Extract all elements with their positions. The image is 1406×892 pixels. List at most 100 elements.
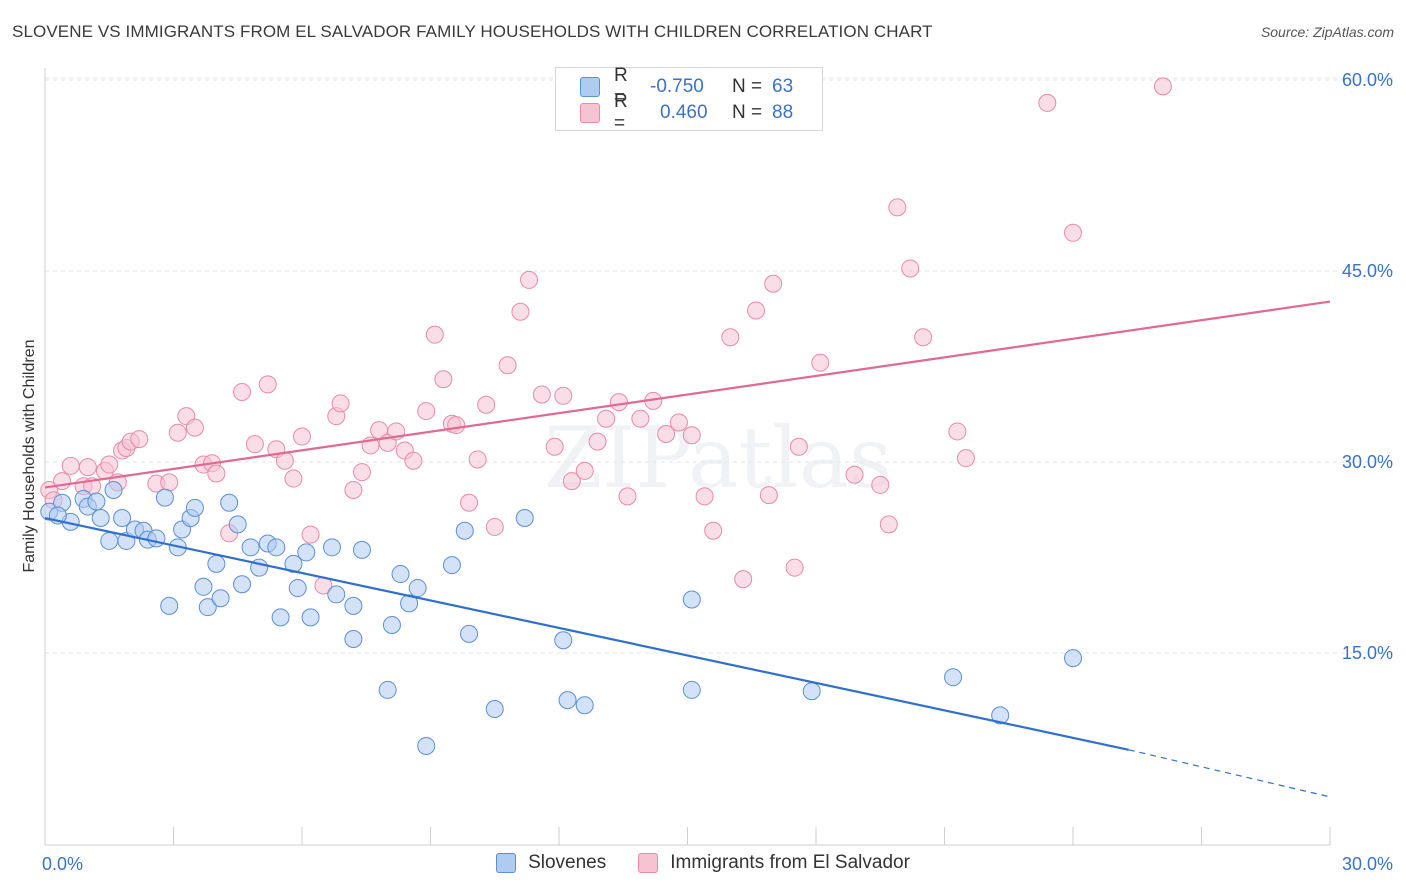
slovenes-point	[442, 556, 461, 575]
slovenes-point	[554, 631, 573, 650]
el-salvador-point	[1153, 77, 1172, 96]
el-salvador-point	[747, 301, 766, 320]
el-salvador-point	[914, 328, 933, 347]
el-salvador-swatch	[638, 853, 659, 873]
el-salvador-point	[888, 198, 907, 217]
slovenes-point	[113, 509, 132, 528]
watermark: ZIPatlas	[544, 409, 892, 507]
slovenes-point	[155, 488, 174, 507]
el-salvador-point	[695, 487, 714, 506]
el-salvador-point	[669, 413, 688, 432]
el-salvador-point	[657, 424, 676, 443]
el-salvador-point	[764, 274, 783, 293]
x-tick-label: 30.0%	[1342, 854, 1393, 874]
slovenes-point	[417, 736, 436, 755]
el-salvador-point	[759, 486, 778, 505]
el-salvador-swatch	[580, 103, 600, 123]
slovenes-trend-line	[44, 516, 1129, 751]
y-tick-label: 45.0%	[1342, 261, 1393, 281]
legend-item-el-salvador: Immigrants from El Salvador	[638, 852, 910, 874]
el-salvador-point	[811, 353, 830, 372]
legend-row-el-salvador: R = 0.460 N = 88	[580, 91, 794, 134]
legend-n-value: 88	[772, 102, 794, 123]
el-salvador-point	[704, 521, 723, 540]
slovenes-point	[575, 696, 594, 715]
el-salvador-point	[609, 393, 628, 412]
chart-title: SLOVENE VS IMMIGRANTS FROM EL SALVADOR F…	[12, 22, 933, 41]
slovenes-point	[944, 668, 963, 687]
slovenes-point	[288, 579, 307, 598]
el-salvador-point	[185, 418, 204, 437]
legend-item-slovenes: Slovenes	[496, 852, 606, 874]
slovenes-point	[297, 543, 316, 562]
el-salvador-point	[53, 472, 72, 491]
el-salvador-point	[61, 456, 80, 475]
slovenes-point	[198, 598, 217, 617]
slovenes-point	[104, 481, 123, 500]
slovenes-point	[241, 538, 260, 557]
el-salvador-point	[425, 325, 444, 344]
x-tick-label: 0.0%	[42, 854, 83, 874]
slovenes-point	[344, 629, 363, 648]
grid-lines	[45, 77, 1393, 654]
el-salvador-point	[785, 558, 804, 577]
slovenes-point	[455, 521, 474, 540]
slovenes-point	[408, 579, 427, 598]
pink-series-points	[40, 77, 1172, 595]
el-salvador-point	[207, 464, 226, 483]
el-salvador-point	[245, 435, 264, 454]
el-salvador-trend-line	[44, 300, 1331, 489]
slovenes-point	[267, 538, 286, 557]
slovenes-point	[682, 680, 701, 699]
legend-r-value: 0.460	[660, 102, 708, 123]
slovenes-point	[391, 565, 410, 584]
el-salvador-point	[879, 515, 898, 534]
slovenes-point	[382, 615, 401, 634]
tick-labels: 15.0% 30.0% 45.0% 60.0% 0.0% 30.0%	[42, 70, 1393, 874]
el-salvador-point	[520, 270, 539, 289]
y-axis-label: Family Households with Children	[21, 340, 38, 573]
el-salvador-point	[618, 487, 637, 506]
y-tick-label: 15.0%	[1342, 643, 1393, 663]
axes	[44, 68, 1331, 846]
slovenes-point	[91, 509, 110, 528]
y-tick-label: 60.0%	[1342, 70, 1393, 90]
slovenes-point	[301, 608, 320, 627]
el-salvador-point	[956, 449, 975, 468]
legend-row-slovenes: R = -0.750 N = 63	[580, 65, 794, 108]
el-salvador-point	[575, 461, 594, 480]
el-salvador-point	[845, 465, 864, 484]
legend-n-label: N =	[732, 102, 763, 123]
slovenes-point	[211, 589, 230, 608]
slovenes-point	[558, 691, 577, 710]
el-salvador-point	[498, 356, 517, 375]
el-salvador-point	[485, 517, 504, 536]
legend-item-label: Slovenes	[528, 852, 607, 873]
series-legend: Slovenes Immigrants from El Salvador	[0, 852, 1406, 874]
el-salvador-point	[901, 259, 920, 278]
el-salvador-point	[511, 302, 530, 321]
slovenes-point	[271, 608, 290, 627]
el-salvador-point	[477, 395, 496, 414]
el-salvador-point	[434, 370, 453, 389]
legend-r-label: R =	[614, 65, 628, 108]
legend-r-label: R =	[614, 91, 628, 134]
legend-item-label: Immigrants from El Salvador	[670, 852, 910, 873]
slovenes-point	[228, 515, 247, 534]
legend-n-value: 63	[772, 76, 794, 97]
el-salvador-point	[468, 450, 487, 469]
el-salvador-point	[258, 375, 277, 394]
el-salvador-point	[871, 475, 890, 494]
el-salvador-point	[447, 416, 466, 435]
el-salvador-point	[721, 328, 740, 347]
el-salvador-point	[404, 451, 423, 470]
slovenes-point	[1064, 649, 1082, 668]
blue-series-points	[40, 481, 1082, 755]
el-salvador-point	[352, 463, 371, 482]
el-salvador-point	[417, 402, 436, 421]
el-salvador-point	[168, 423, 187, 442]
el-salvador-point	[1038, 93, 1057, 112]
slovenes-point	[160, 596, 179, 615]
slovenes-point	[100, 531, 119, 550]
slovenes-point	[344, 596, 363, 615]
